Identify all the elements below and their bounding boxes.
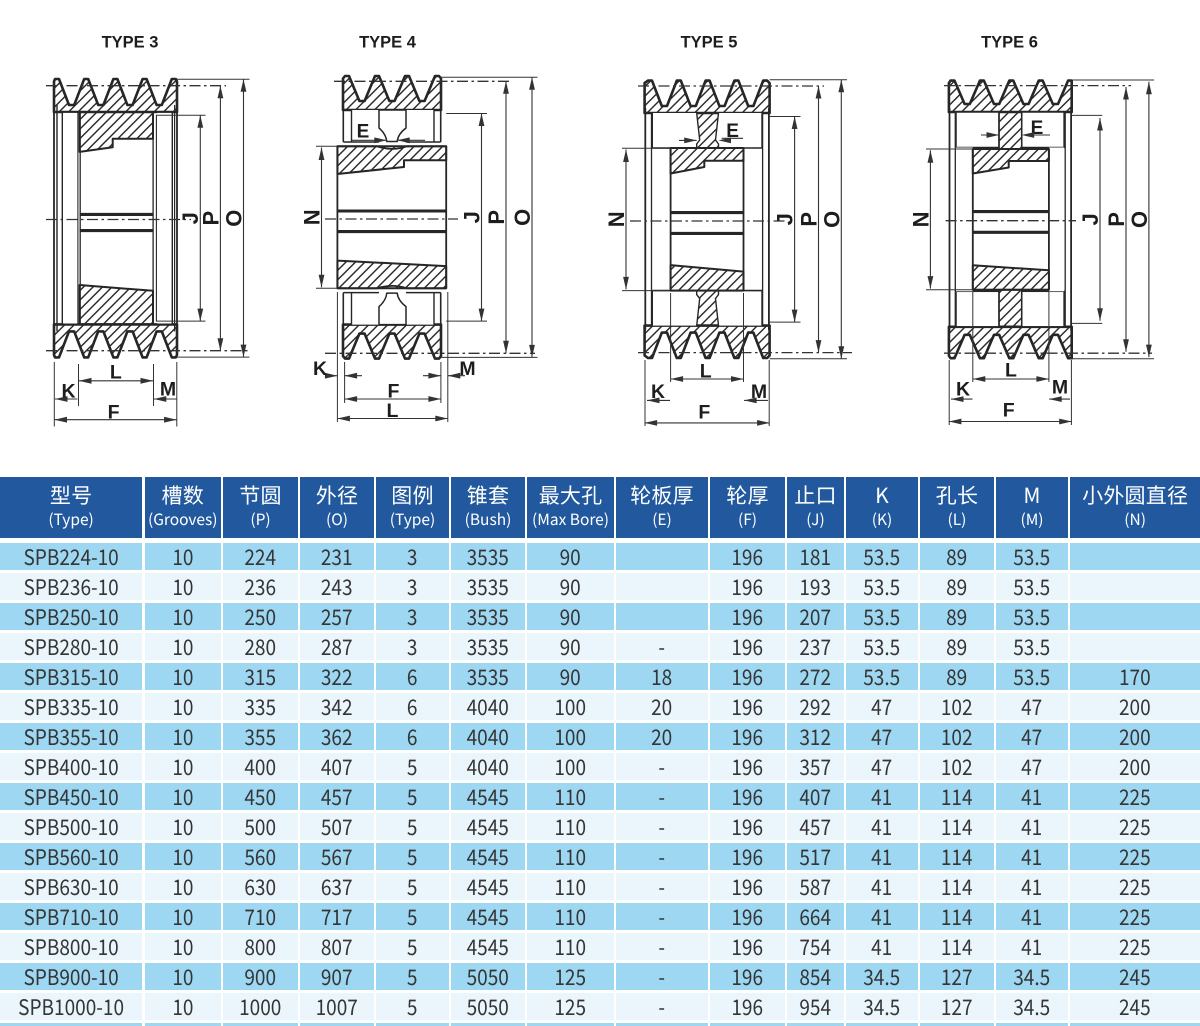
svg-text:O: O [1127,211,1152,228]
svg-text:K: K [61,381,75,403]
svg-text:TYPE 3: TYPE 3 [102,34,159,52]
svg-text:TYPE 6: TYPE 6 [981,34,1038,52]
svg-text:K: K [651,381,665,403]
svg-text:E: E [726,121,739,142]
svg-text:J: J [460,211,485,223]
svg-text:M: M [1052,377,1068,399]
svg-text:E: E [357,122,370,143]
svg-text:P: P [484,210,509,225]
svg-text:TYPE 4: TYPE 4 [359,34,417,52]
svg-text:F: F [388,380,400,402]
svg-text:N: N [604,211,629,227]
svg-text:L: L [700,361,712,383]
svg-text:J: J [773,213,798,225]
svg-text:F: F [1003,400,1015,422]
svg-text:J: J [1078,213,1103,225]
svg-text:M: M [459,358,475,380]
svg-text:M: M [751,381,767,403]
svg-text:TYPE 5: TYPE 5 [681,34,738,52]
svg-text:N: N [908,211,933,227]
svg-text:K: K [956,379,970,401]
svg-text:P: P [797,212,822,227]
svg-text:O: O [510,209,535,226]
svg-text:P: P [1104,212,1129,227]
svg-text:L: L [1005,360,1017,382]
svg-text:F: F [698,402,710,424]
svg-text:F: F [108,401,120,423]
svg-text:P: P [198,211,223,226]
svg-text:O: O [819,211,844,228]
svg-text:N: N [300,209,325,225]
svg-text:J: J [178,212,203,224]
svg-text:K: K [313,358,327,380]
svg-text:L: L [110,362,122,384]
svg-text:O: O [221,210,246,227]
svg-text:M: M [160,379,176,401]
svg-text:L: L [386,400,398,422]
